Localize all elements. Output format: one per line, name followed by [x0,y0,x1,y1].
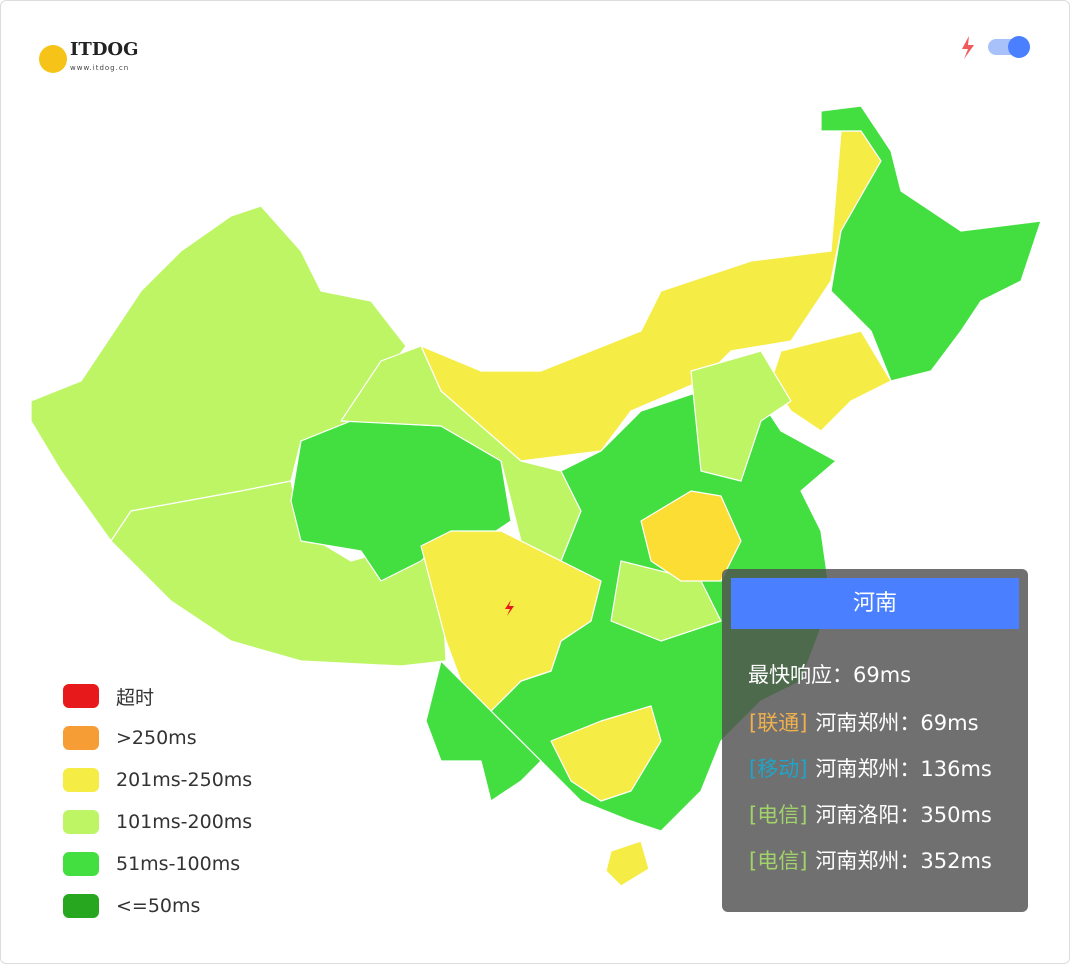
legend-label: <=50ms [116,895,201,917]
legend-label: 51ms-100ms [116,853,241,875]
isp-label: [电信] [749,849,808,873]
legend-label: 超时 [116,686,155,709]
region [425,660,542,802]
tooltip-fastest: 最快响应：69ms [748,663,912,687]
logo-title: ITDOG [70,39,139,60]
isp-label: [联通] [749,711,808,735]
tooltip-row: [电信] 河南郑州：352ms [749,849,1028,873]
row-text: 河南洛阳：350ms [815,803,992,827]
row-text: 河南郑州：69ms [815,711,979,735]
legend-item[interactable]: 101ms-200ms [63,801,252,843]
legend-swatch [63,684,99,708]
legend-item[interactable]: 51ms-100ms [63,843,252,885]
toggle[interactable] [988,36,1030,58]
legend-item[interactable]: 超时 [63,675,252,717]
legend-item[interactable]: >250ms [63,717,252,759]
isp-label: [移动] [749,757,808,781]
legend-swatch [63,852,99,876]
region [640,490,742,582]
legend-label: 101ms-200ms [116,811,253,833]
legend-swatch [63,726,99,750]
speed-icon [962,36,974,59]
tooltip-row: [联通] 河南郑州：69ms [749,711,1028,735]
region [820,105,1042,382]
row-text: 河南郑州：136ms [815,757,992,781]
legend-swatch [63,810,99,834]
isp-label: [电信] [749,803,808,827]
legend-label: 201ms-250ms [116,769,253,791]
region [605,840,650,887]
toggle-knob [1008,36,1030,58]
tooltip-row: [移动] 河南郑州：136ms [749,757,1028,781]
tooltip-row: [电信] 河南洛阳：350ms [749,803,1028,827]
legend: 超时 >250ms 201ms-250ms 101ms-200ms 51ms-100ms… [63,675,252,927]
legend-item[interactable]: 201ms-250ms [63,759,252,801]
location-marker [505,600,514,616]
legend-swatch [63,768,99,792]
region [690,350,792,482]
legend-label: >250ms [116,727,197,749]
logo: ITDOG www.itdog.cn [39,41,138,77]
tooltip-title: 河南 [731,578,1019,629]
legend-swatch [63,894,99,918]
logo-icon [39,45,67,73]
region [770,330,892,432]
legend-item[interactable]: <=50ms [63,885,252,927]
logo-text: ITDOG www.itdog.cn [70,41,138,77]
region [550,705,662,802]
tooltip: 河南 最快响应：69ms [联通] 河南郑州：69ms [移动] 河南郑州：136ms… [722,569,1028,912]
logo-sub: www.itdog.cn [70,64,130,72]
row-text: 河南郑州：352ms [815,849,992,873]
